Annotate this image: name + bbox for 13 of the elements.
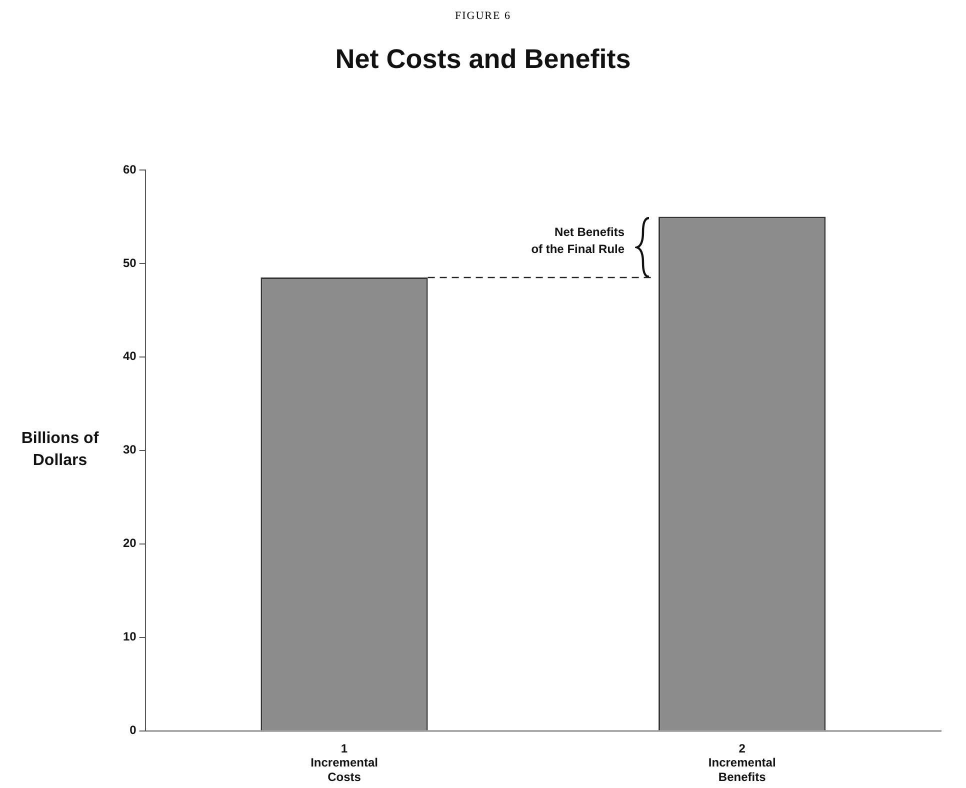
y-tick-label: 30 (122, 442, 137, 457)
y-axis-title: Billions of Dollars (20, 429, 100, 472)
chart-title: Net Costs and Benefits (334, 44, 632, 75)
y-tick-label: 40 (122, 349, 137, 364)
y-tick-label: 60 (122, 162, 137, 176)
caption: FIGURE 6 (454, 10, 512, 22)
y-tick-label: 50 (122, 256, 137, 270)
y-tick-label: 10 (122, 630, 137, 644)
ref-line-label: Net Benefits of the Final Rule (531, 224, 625, 256)
y-tick-label: 0 (130, 723, 137, 738)
y-tick-label: 20 (122, 536, 137, 550)
x-tick-label: 2 Incremental Benefits (708, 741, 776, 784)
x-tick-label: 1 Incremental Costs (310, 741, 378, 784)
